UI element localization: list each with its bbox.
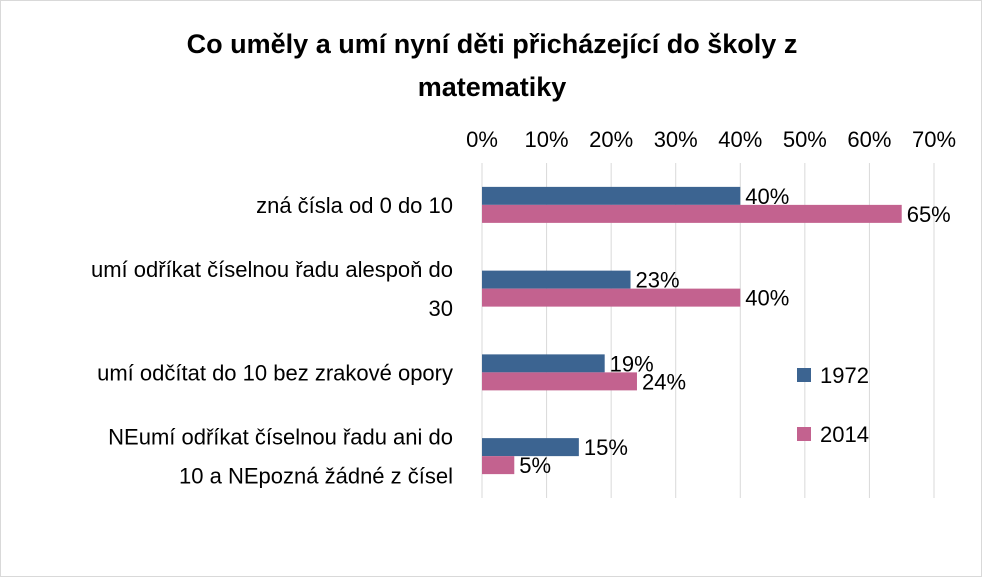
category-labels: zná čísla od 0 do 10 umí odříkat číselnou…	[91, 193, 453, 489]
bar-2014	[482, 288, 741, 307]
x-tick-label: 30%	[654, 127, 698, 152]
x-tick-label: 20%	[589, 127, 633, 152]
x-tick-label: 10%	[525, 127, 569, 152]
data-label: 40%	[745, 184, 789, 209]
data-label: 23%	[636, 268, 680, 293]
x-tick-label: 70%	[912, 127, 956, 152]
category-label: umí odčítat do 10 bez zrakové opory	[97, 360, 453, 385]
bar-1972	[482, 354, 605, 373]
category-label: 10 a NEpozná žádné z čísel	[179, 464, 453, 489]
bar-2014	[482, 204, 902, 223]
x-tick-label: 0%	[466, 127, 498, 152]
bar-1972	[482, 186, 741, 205]
bar-1972	[482, 270, 631, 289]
category-label: umí odříkat číselnou řadu alespoň do	[91, 257, 453, 282]
bar-2014	[482, 372, 637, 391]
legend-label: 2014	[820, 422, 869, 447]
chart-title: Co uměly a umí nyní děti přicházející do…	[187, 29, 798, 102]
x-axis-ticks: 0% 10% 20% 30% 40% 50% 60% 70%	[466, 127, 956, 152]
x-tick-label: 40%	[718, 127, 762, 152]
category-label: NEumí odříkat číselnou řadu ani do	[108, 425, 453, 450]
legend-swatch-1972	[797, 368, 811, 382]
data-label: 5%	[519, 453, 551, 478]
legend: 1972 2014	[797, 363, 869, 447]
x-tick-label: 60%	[847, 127, 891, 152]
category-label: zná čísla od 0 do 10	[256, 193, 453, 218]
chart-title-line: matematiky	[418, 72, 567, 102]
bars	[482, 186, 902, 475]
chart-title-line: Co uměly a umí nyní děti přicházející do…	[187, 29, 798, 59]
category-label: 30	[429, 296, 453, 321]
data-label: 24%	[642, 369, 686, 394]
data-label: 65%	[907, 202, 951, 227]
bar-1972	[482, 438, 579, 457]
data-label: 15%	[584, 435, 628, 460]
legend-label: 1972	[820, 363, 869, 388]
legend-swatch-2014	[797, 427, 811, 441]
data-labels: 40% 23% 19% 15% 65% 40% 24% 5%	[519, 184, 950, 478]
bar-2014	[482, 456, 515, 475]
data-label: 40%	[745, 286, 789, 311]
data-label: 19%	[610, 351, 654, 376]
x-tick-label: 50%	[783, 127, 827, 152]
